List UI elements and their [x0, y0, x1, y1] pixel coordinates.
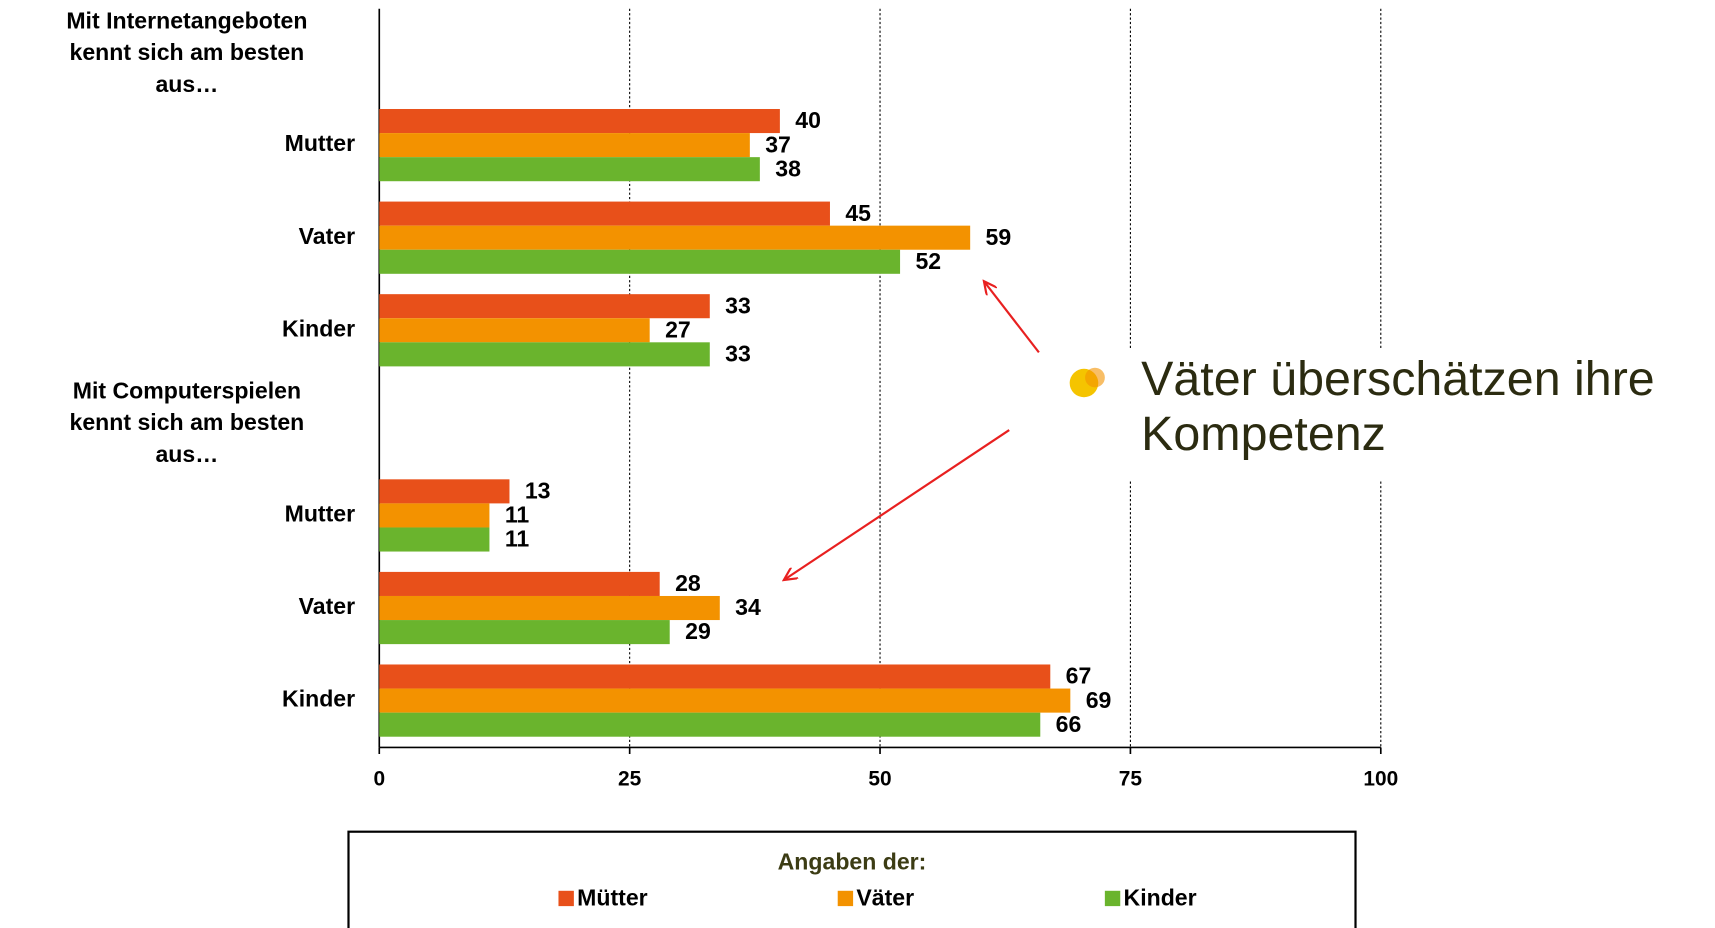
arrow	[984, 281, 1040, 354]
bar	[379, 712, 1041, 737]
bar	[379, 201, 830, 226]
bar	[379, 342, 710, 367]
bar	[379, 688, 1071, 713]
y-tick-label: Vater	[299, 593, 355, 619]
value-label: 11	[505, 502, 530, 528]
annotation-background	[1055, 348, 1715, 482]
bar	[379, 157, 760, 182]
x-tick-label: 75	[1119, 768, 1142, 791]
arrow	[784, 429, 1010, 580]
bar	[379, 664, 1051, 689]
y-tick-label: Kinder	[282, 686, 355, 712]
value-label: 38	[775, 155, 801, 181]
value-label: 27	[665, 316, 691, 342]
y-tick-label: Mutter	[285, 501, 356, 527]
legend-label: Väter	[856, 885, 914, 911]
value-label: 33	[725, 292, 751, 318]
legend-label: Kinder	[1124, 885, 1197, 911]
value-label: 11	[505, 526, 530, 552]
legend-swatch	[837, 890, 854, 907]
value-label: 40	[795, 107, 821, 133]
value-label: 13	[525, 478, 551, 504]
y-tick-label: Vater	[299, 223, 355, 249]
value-label: 37	[765, 131, 791, 157]
value-label: 59	[986, 224, 1012, 250]
value-label: 45	[845, 200, 871, 226]
category-header-text: Mit Internetangeboten kennt sich am best…	[66, 8, 308, 97]
bar	[379, 294, 710, 319]
bar	[379, 479, 510, 504]
bar	[379, 595, 720, 621]
annotation: Väter überschätzen ihre Kompetenz	[1141, 352, 1655, 461]
value-label: 66	[1056, 711, 1082, 737]
value-label: 52	[915, 248, 941, 274]
value-label: 29	[685, 618, 711, 644]
annotation-text: Väter überschätzen ihre Kompetenz	[1141, 352, 1655, 461]
value-label: 67	[1066, 663, 1092, 689]
category-header-text: Mit Computerspielen kennt sich am besten…	[69, 378, 305, 468]
bar	[379, 225, 971, 250]
bar	[379, 133, 750, 158]
bar	[379, 527, 490, 552]
bar	[379, 318, 650, 343]
bar	[379, 108, 780, 134]
x-tick-label: 100	[1363, 768, 1398, 791]
legend-swatch	[558, 890, 574, 907]
x-tick-label: 25	[618, 768, 641, 791]
x-tick-label: 0	[373, 768, 385, 791]
bullet	[1085, 367, 1105, 388]
value-label: 69	[1086, 687, 1112, 713]
bar	[379, 249, 901, 274]
x-tick-label: 50	[868, 768, 891, 791]
bar	[379, 620, 670, 645]
bar	[379, 503, 490, 528]
category-header: Mit Computerspielen kennt sich am besten…	[69, 378, 305, 468]
legend-label: Mütter	[577, 885, 648, 911]
legend-title: Angaben der:	[778, 849, 927, 875]
bar	[379, 571, 660, 596]
y-tick-label: Mutter	[285, 130, 356, 156]
value-label: 34	[735, 594, 761, 620]
category-header: Mit Internetangeboten kennt sich am best…	[66, 8, 308, 97]
y-tick-label: Kinder	[282, 315, 355, 341]
value-label: 28	[675, 570, 701, 596]
value-label: 33	[725, 341, 751, 367]
legend-box	[347, 830, 1357, 928]
legend-swatch	[1104, 890, 1121, 907]
